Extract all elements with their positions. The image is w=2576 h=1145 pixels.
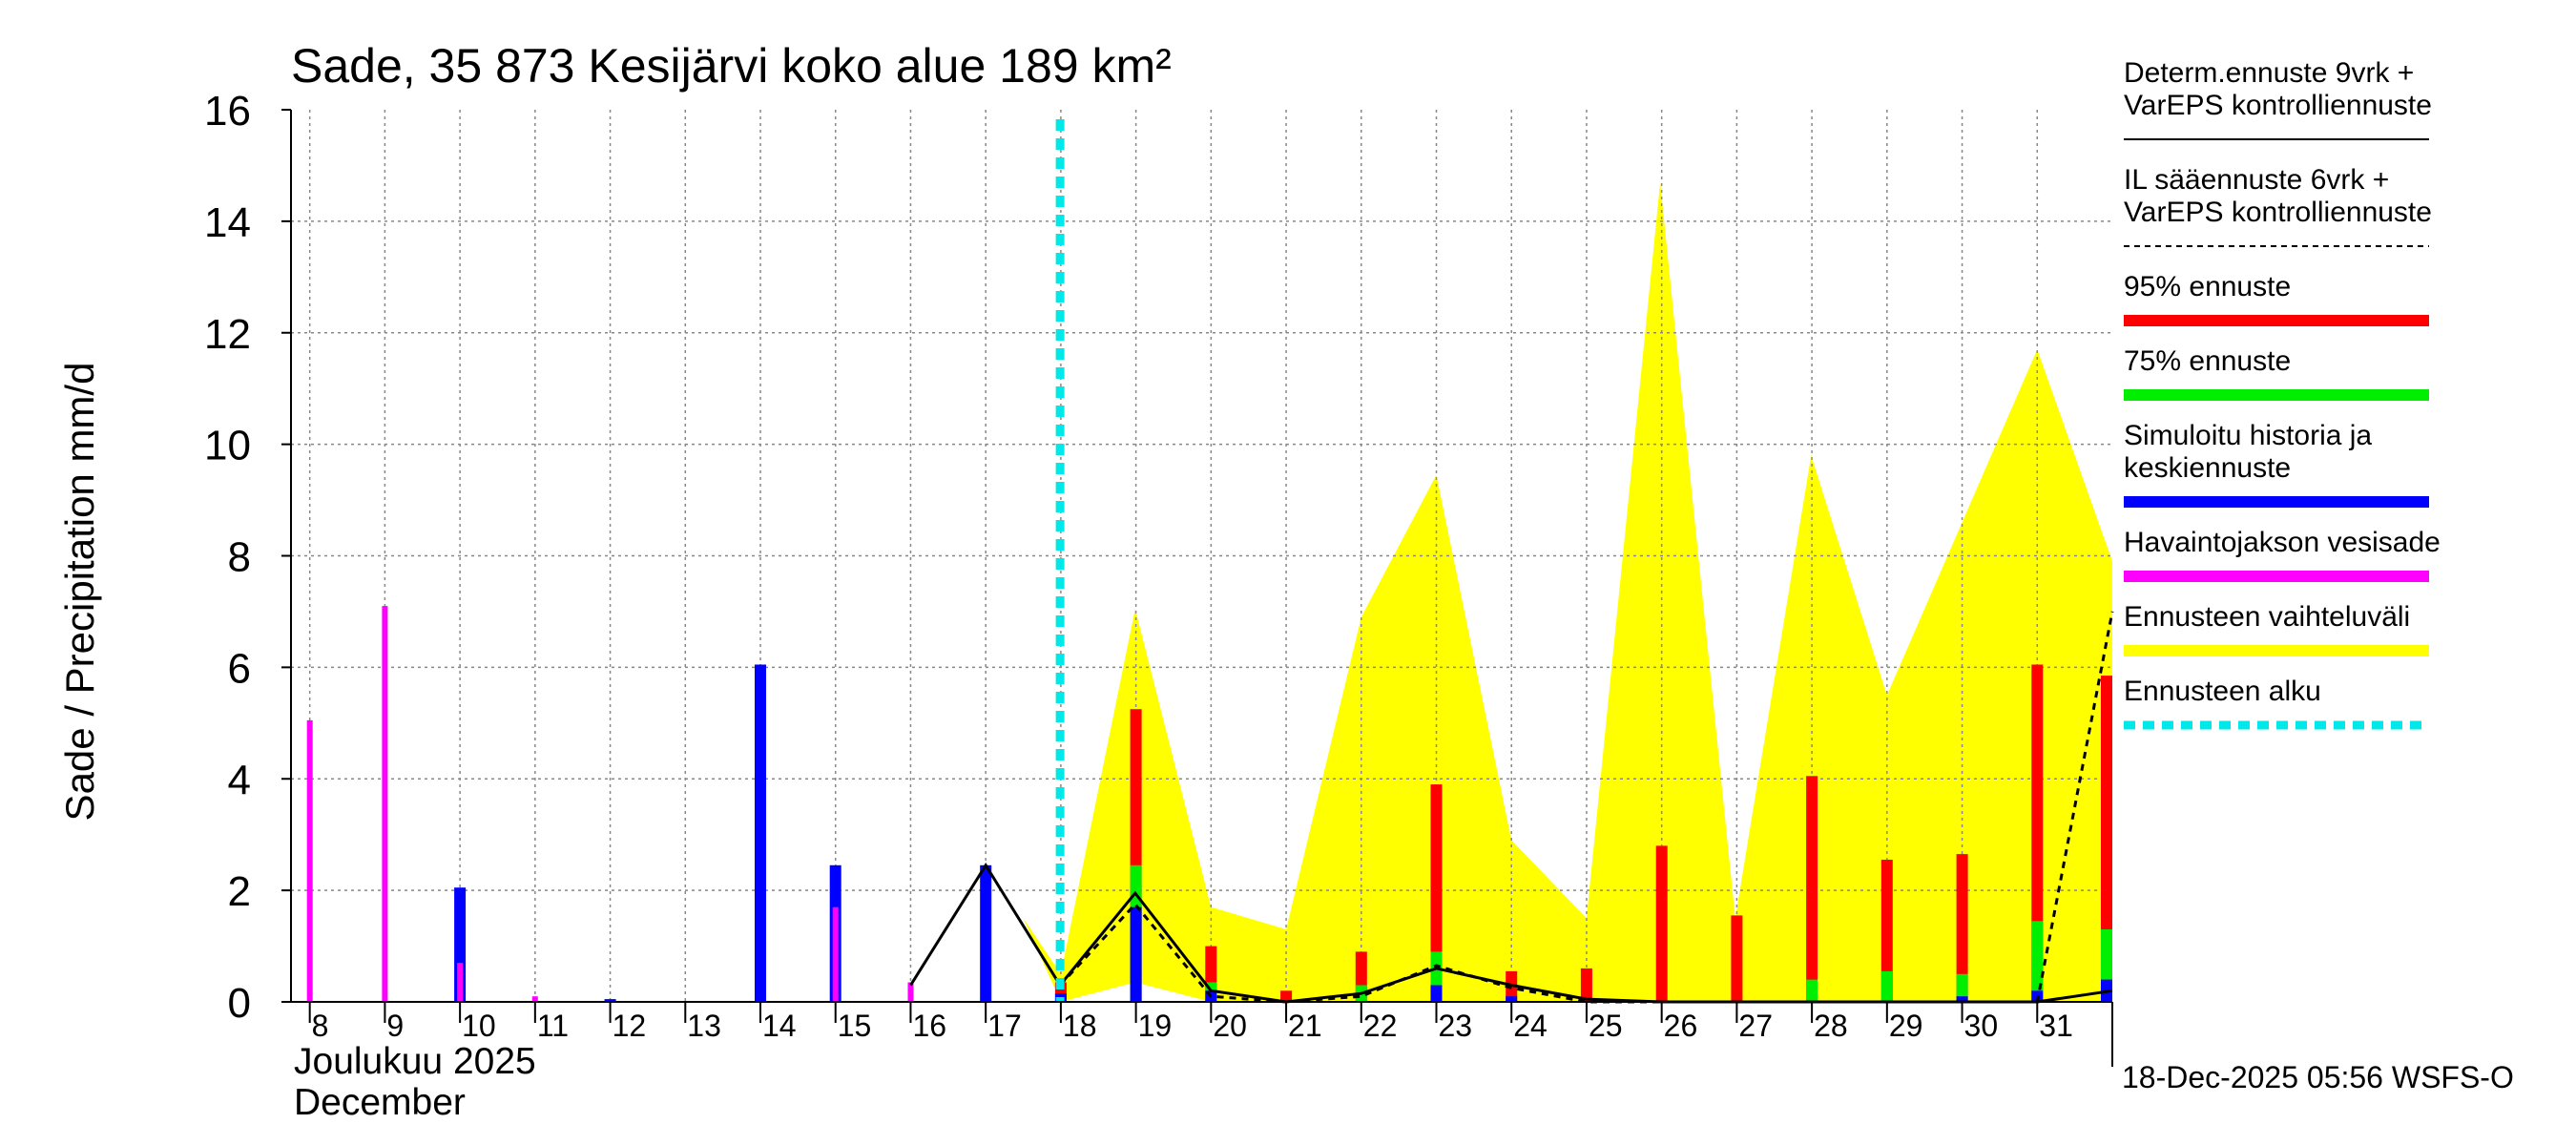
x-axis-month-fi: Joulukuu 2025 (294, 1041, 536, 1082)
legend-label-2: 95% ennuste (2124, 271, 2291, 302)
bar-75pct-day-28 (1806, 979, 1818, 1002)
bar-95pct-day-21 (1280, 990, 1293, 1002)
bar-75pct-day-31 (2031, 921, 2044, 1002)
legend-label-7: Ennusteen alku (2124, 676, 2321, 707)
footer-timestamp: 18-Dec-2025 05:56 WSFS-O (2122, 1060, 2514, 1094)
x-tick-label-25: 25 (1589, 1009, 1623, 1043)
bar-95pct-day-26 (1655, 845, 1668, 1002)
legend-label-3: 75% ennuste (2124, 345, 2291, 377)
x-tick-label-16: 16 (912, 1009, 946, 1043)
bar-simulated-day-23 (1430, 985, 1443, 1002)
legend: Determ.ennuste 9vrk +VarEPS kontrollienn… (2124, 57, 2441, 730)
bar-95pct-day-30 (1956, 854, 1968, 1002)
bar-95pct-day-23 (1430, 784, 1443, 1002)
x-tick-label-31: 31 (2039, 1009, 2073, 1043)
forecast-range-area (1023, 182, 2112, 1002)
x-tick-label-19: 19 (1138, 1009, 1173, 1043)
bars-layer (306, 606, 2112, 1002)
y-tick-label-2: 2 (228, 868, 251, 915)
x-tick-label-12: 12 (613, 1009, 647, 1043)
bar-95pct-day-28 (1806, 776, 1818, 1002)
x-tick-label-18: 18 (1063, 1009, 1097, 1043)
bar-simulated-day-12 (604, 999, 616, 1002)
y-tick-label-12: 12 (204, 311, 251, 358)
bar-simulated-day-14 (755, 664, 766, 1002)
x-tick-label-10: 10 (462, 1009, 496, 1043)
x-tick-label-21: 21 (1288, 1009, 1322, 1043)
bar-simulated-day-19 (1130, 906, 1142, 1002)
y-tick-label-16: 16 (204, 88, 251, 135)
x-tick-label-28: 28 (1814, 1009, 1848, 1043)
y-axis-label: Sade / Precipitation mm/d (57, 363, 102, 822)
legend-label-6: Ennusteen vaihteluväli (2124, 601, 2410, 633)
bar-observed-day-15 (832, 906, 839, 1002)
bar-observed-day-9 (382, 606, 388, 1002)
bar-observed-day-11 (531, 996, 538, 1002)
x-tick-label-11: 11 (537, 1009, 569, 1043)
y-tick-label-10: 10 (204, 423, 251, 469)
bar-95pct-day-31 (2031, 664, 2044, 1002)
legend-label-line2-1: VarEPS kontrolliennuste (2124, 197, 2432, 228)
x-tick-label-24: 24 (1513, 1009, 1548, 1043)
bar-simulated-day-24 (1506, 996, 1518, 1002)
x-tick-label-29: 29 (1889, 1009, 1923, 1043)
x-tick-label-30: 30 (1964, 1009, 1999, 1043)
legend-label-4: Simuloitu historia ja (2124, 420, 2372, 451)
legend-label-1: IL sääennuste 6vrk + (2124, 164, 2389, 196)
legend-label-line2-0: VarEPS kontrolliennuste (2124, 90, 2432, 121)
forecast-range-layer (1023, 182, 2112, 1002)
x-tick-label-8: 8 (312, 1009, 329, 1043)
bar-95pct-day-27 (1731, 915, 1743, 1002)
x-tick-label-20: 20 (1213, 1009, 1247, 1043)
x-tick-label-9: 9 (386, 1009, 404, 1043)
x-tick-label-27: 27 (1738, 1009, 1773, 1043)
bar-95pct-day-25 (1580, 968, 1592, 1002)
x-tick-label-13: 13 (687, 1009, 721, 1043)
x-tick-label-26: 26 (1664, 1009, 1698, 1043)
y-tick-label-14: 14 (204, 199, 251, 246)
bar-observed-day-8 (306, 719, 313, 1002)
legend-label-line2-4: keskiennuste (2124, 452, 2291, 484)
legend-label-5: Havaintojakson vesisade (2124, 527, 2441, 558)
y-tick-label-0: 0 (228, 980, 251, 1027)
x-tick-label-22: 22 (1363, 1009, 1398, 1043)
x-tick-label-23: 23 (1439, 1009, 1473, 1043)
bar-95pct-day-32 (2101, 676, 2112, 1002)
bar-75pct-day-29 (1880, 970, 1893, 1002)
y-tick-label-8: 8 (228, 534, 251, 581)
x-tick-label-15: 15 (838, 1009, 872, 1043)
bar-95pct-day-29 (1880, 860, 1893, 1002)
bar-75pct-day-30 (1956, 973, 1968, 1002)
x-tick-label-14: 14 (762, 1009, 797, 1043)
x-axis-month-en: December (294, 1082, 466, 1123)
bar-observed-day-10 (457, 963, 464, 1002)
y-tick-label-6: 6 (228, 645, 251, 692)
x-tick-label-17: 17 (987, 1009, 1022, 1043)
y-tick-label-4: 4 (228, 757, 251, 803)
bar-observed-day-16 (907, 982, 914, 1002)
bar-simulated-day-30 (1956, 996, 1968, 1002)
bar-simulated-day-17 (980, 864, 992, 1002)
chart-title: Sade, 35 873 Kesijärvi koko alue 189 km² (291, 39, 1172, 93)
legend-label-0: Determ.ennuste 9vrk + (2124, 57, 2414, 89)
